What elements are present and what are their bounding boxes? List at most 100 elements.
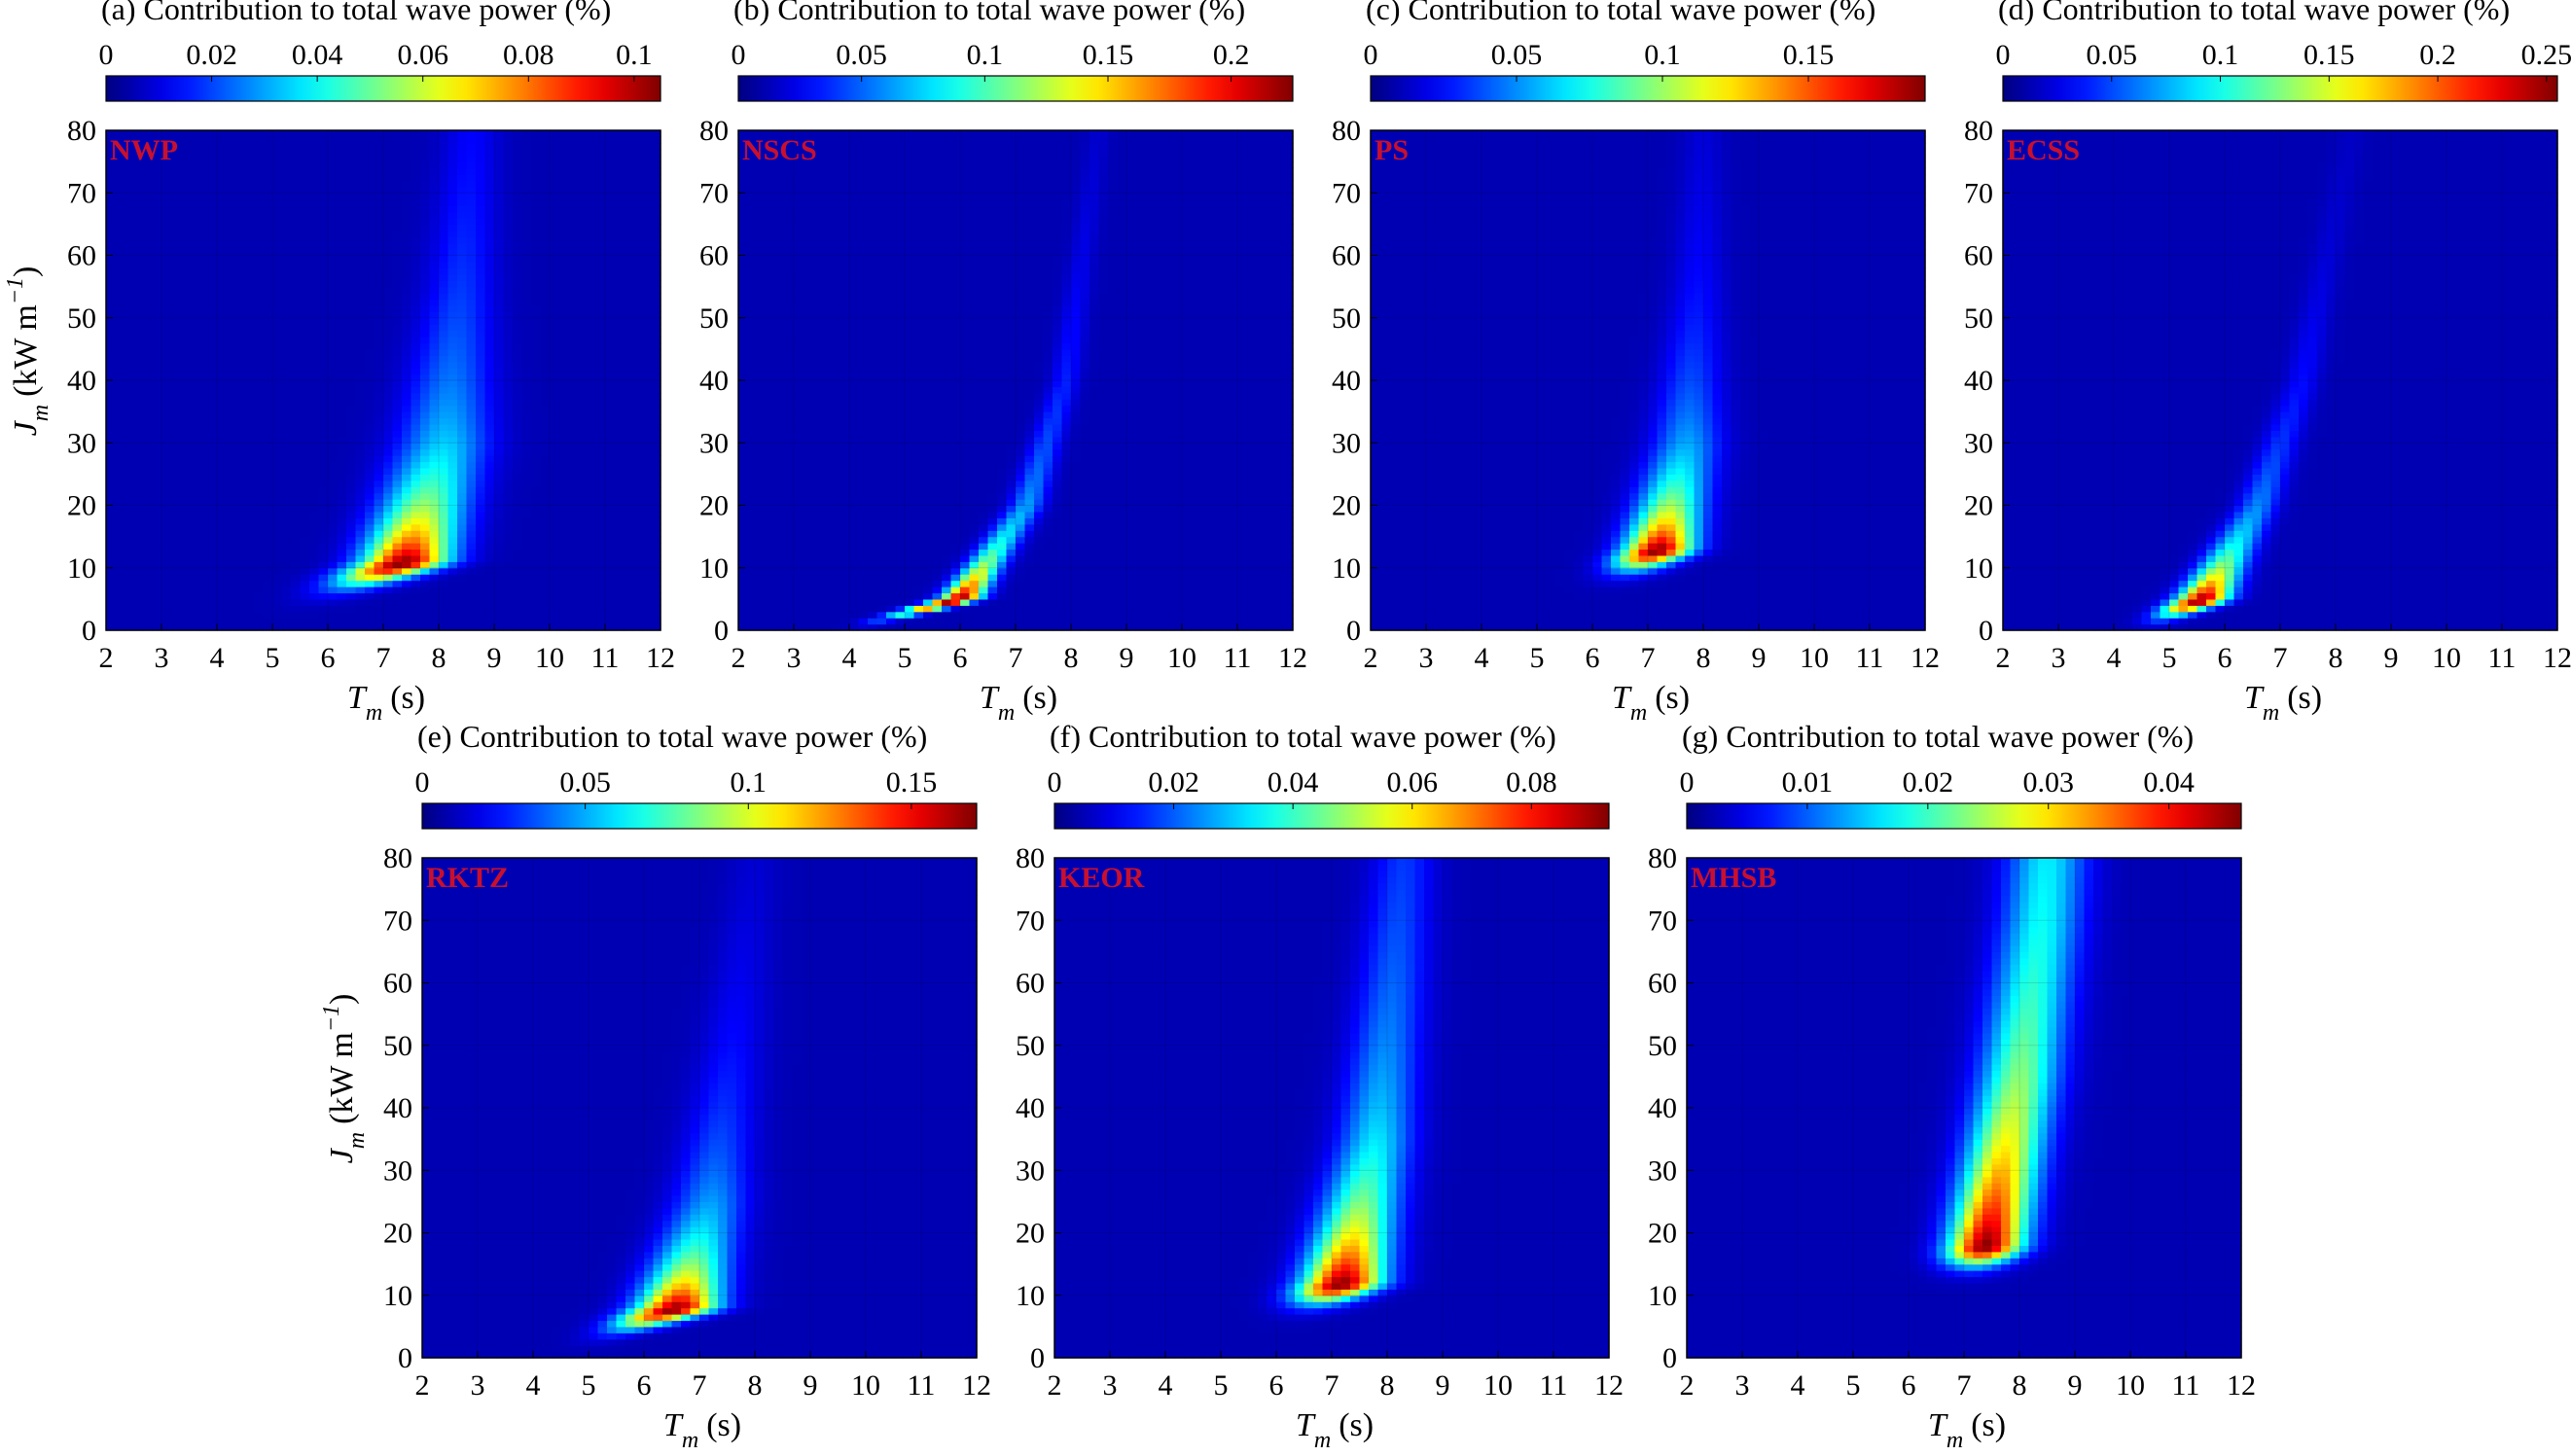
heatmap-cell <box>291 612 301 619</box>
heatmap-cell <box>235 543 245 550</box>
heatmap-cell <box>254 555 264 562</box>
heatmap-cell <box>624 568 633 575</box>
heatmap-cell <box>430 599 440 606</box>
heatmap-cell <box>328 592 338 599</box>
heatmap-cell <box>513 568 522 575</box>
heatmap-cell <box>301 537 310 544</box>
heatmap-cell <box>217 599 227 606</box>
heatmap-cell <box>180 549 190 555</box>
heatmap-cell <box>624 549 633 555</box>
heatmap-cell <box>559 605 569 612</box>
heatmap-cell <box>143 581 153 587</box>
heatmap-cell <box>134 543 144 550</box>
heatmap-cell <box>328 549 338 555</box>
heatmap-cell <box>652 599 661 606</box>
heatmap-cell <box>633 586 643 593</box>
heatmap-cell <box>642 581 652 587</box>
heatmap-cell <box>383 574 393 581</box>
heatmap-cell <box>504 537 514 544</box>
heatmap-cell <box>652 612 661 619</box>
heatmap-cell <box>190 605 199 612</box>
heatmap-cell <box>624 555 633 562</box>
heatmap-cell <box>624 537 633 544</box>
heatmap-cell <box>513 586 522 593</box>
heatmap-cell <box>338 524 347 531</box>
heatmap-cell <box>402 574 411 581</box>
heatmap-cell <box>264 612 273 619</box>
heatmap-cell <box>541 517 551 524</box>
heatmap-cell <box>190 599 199 606</box>
heatmap-cell <box>402 555 411 562</box>
heatmap-cell <box>457 555 467 562</box>
heatmap-cell <box>383 599 393 606</box>
heatmap-cell <box>208 543 218 550</box>
heatmap-cell <box>430 586 440 593</box>
heatmap-cell <box>402 549 411 555</box>
heatmap-cell <box>254 517 264 524</box>
heatmap-cell <box>153 530 162 537</box>
heatmap-cell <box>393 524 403 531</box>
heatmap-cell <box>541 524 551 531</box>
heatmap-cell <box>485 586 495 593</box>
heatmap-cell <box>522 586 532 593</box>
heatmap-cell <box>254 612 264 619</box>
heatmap-cell <box>338 555 347 562</box>
heatmap-cell <box>198 568 208 575</box>
heatmap-cell <box>531 612 541 619</box>
heatmap-cell <box>106 586 116 593</box>
heatmap-cell <box>467 612 477 619</box>
heatmap-cell <box>578 555 588 562</box>
heatmap-cell <box>208 537 218 544</box>
heatmap-cell <box>411 612 421 619</box>
heatmap-cell <box>420 592 430 599</box>
heatmap-cell <box>642 599 652 606</box>
heatmap-cell <box>559 549 569 555</box>
heatmap-cell <box>208 612 218 619</box>
heatmap-cell <box>485 543 495 550</box>
heatmap-cell <box>264 517 273 524</box>
heatmap-cell <box>309 592 319 599</box>
heatmap-cell <box>338 618 347 624</box>
heatmap-cell <box>272 537 282 544</box>
heatmap-cell <box>171 524 181 531</box>
heatmap-cell <box>161 568 171 575</box>
heatmap-cell <box>457 599 467 606</box>
heatmap-cell <box>420 605 430 612</box>
heatmap-cell <box>522 537 532 544</box>
heatmap-cell <box>383 537 393 544</box>
heatmap-cell <box>217 549 227 555</box>
heatmap-cell <box>578 530 588 537</box>
heatmap-cell <box>615 524 625 531</box>
heatmap-cell <box>541 530 551 537</box>
heatmap-cell <box>143 568 153 575</box>
heatmap-cell <box>346 549 356 555</box>
heatmap-cell <box>476 612 485 619</box>
heatmap-cell <box>375 517 384 524</box>
heatmap-cell <box>291 618 301 624</box>
heatmap-cell <box>180 599 190 606</box>
heatmap-cell <box>190 586 199 593</box>
heatmap-cell <box>245 568 255 575</box>
heatmap-cell <box>125 568 134 575</box>
heatmap-cell <box>180 592 190 599</box>
heatmap-cell <box>153 555 162 562</box>
heatmap-cell <box>596 599 606 606</box>
heatmap-cell <box>282 612 292 619</box>
heatmap-cell <box>633 517 643 524</box>
heatmap-cell <box>291 543 301 550</box>
heatmap-cell <box>420 517 430 524</box>
heatmap-cell <box>393 568 403 575</box>
heatmap-cell <box>531 586 541 593</box>
heatmap-cell <box>227 530 236 537</box>
heatmap-cell <box>633 555 643 562</box>
heatmap-cell <box>190 568 199 575</box>
heatmap-cell <box>383 524 393 531</box>
heatmap-cell <box>161 618 171 624</box>
heatmap-cell <box>217 524 227 531</box>
heatmap-cell <box>467 530 477 537</box>
heatmap-cell <box>541 543 551 550</box>
heatmap-cell <box>448 592 458 599</box>
heatmap-cell <box>171 517 181 524</box>
heatmap-cell <box>624 605 633 612</box>
heatmap-cell <box>550 555 559 562</box>
